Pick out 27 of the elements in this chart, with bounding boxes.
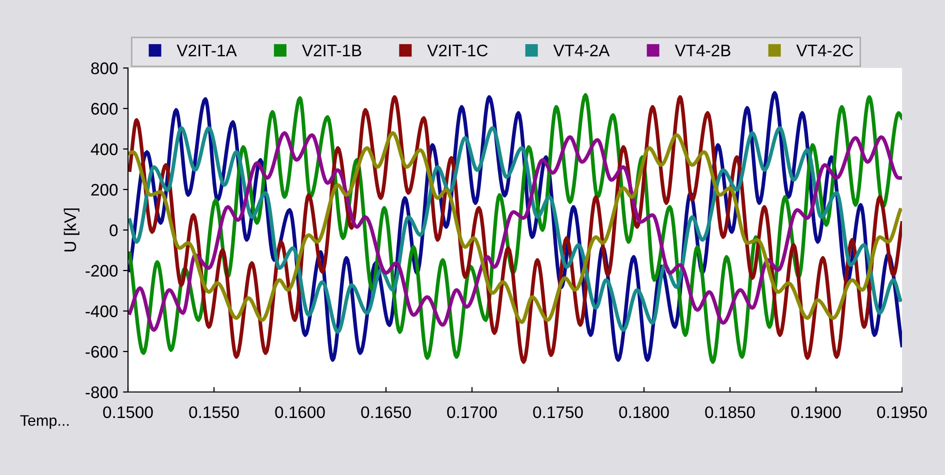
x-tick-label: 0.1900 (791, 406, 841, 418)
x-tick-label: 0.1600 (275, 406, 325, 418)
x-tick-label: 0.1500 (103, 406, 153, 418)
y-tick-label: -400 (86, 305, 118, 318)
legend-label: VT4-2A (553, 44, 610, 56)
y-tick-label: -200 (86, 264, 118, 277)
y-axis-title: U [kV] (64, 208, 80, 252)
x-tick-label: 0.1650 (361, 406, 411, 418)
x-tick-label: 0.1750 (533, 406, 583, 418)
y-tick-label: 600 (91, 102, 118, 115)
y-tick-label: 800 (91, 62, 118, 74)
legend-label: V2IT-1C (427, 44, 488, 56)
x-tick-label: 0.1800 (619, 406, 669, 418)
y-tick-label: -600 (86, 346, 118, 358)
y-tick-label: 200 (91, 184, 118, 196)
x-tick-label: 0.1550 (189, 406, 239, 418)
legend-label: V2IT-1B (302, 44, 362, 56)
x-axis-title: Temp... (20, 415, 69, 429)
legend-label: V2IT-1A (176, 44, 237, 56)
legend-label: VT4-2B (674, 44, 730, 56)
x-tick-label: 0.1700 (447, 406, 497, 418)
y-tick-label: 400 (90, 143, 118, 156)
y-tick-label: -800 (86, 386, 118, 398)
x-tick-label: 0.1950 (877, 406, 927, 418)
legend-label: VT4-2C (796, 44, 854, 56)
y-tick-label: 0 (110, 224, 118, 236)
x-tick-label: 0.1850 (705, 406, 755, 418)
